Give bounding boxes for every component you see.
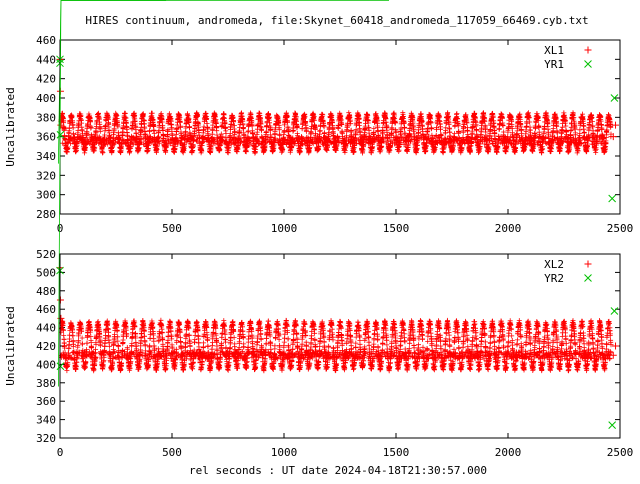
y-tick-label: 340 [36,414,56,427]
series-XL1-outlier [612,121,620,129]
y-tick-label: 520 [36,248,56,261]
x-tick-label: 0 [57,222,64,235]
series-XL1-points [58,110,614,156]
x-tick-label: 1500 [383,446,410,459]
series-XL1 [56,55,620,156]
legend-marker-XL1 [584,46,592,54]
x-tick-label: 500 [162,446,182,459]
plot-frame [59,39,621,215]
y-tick-label: 420 [36,340,56,353]
legend-marker-XL2 [584,260,592,268]
legend-label-YR1: YR1 [544,58,564,71]
y-tick-label: 480 [36,285,56,298]
x-tick-label: 1000 [271,446,298,459]
y-axis-label: Uncalibrated [4,87,17,166]
x-tick-label: 500 [162,222,182,235]
series-XL2-outlier [609,351,617,359]
x-tick-label: 1500 [383,222,410,235]
x-tick-label: 1000 [271,222,298,235]
legend-label-XL2: XL2 [544,258,564,271]
y-tick-label: 320 [36,432,56,445]
y-tick-label: 380 [36,111,56,124]
panel-1: Uncalibrated 280 300 320 340 360 380 400 420 440 4… [4,1,634,235]
y-tick-label: 460 [36,34,56,47]
y-tick-label: 420 [36,73,56,86]
legend-label-XL1: XL1 [544,44,564,57]
series-XL1-outlier [57,121,65,129]
y-axis-label: Uncalibrated [4,306,17,385]
x-tick-label: 2000 [495,446,522,459]
series-XL2 [56,264,620,374]
y-tick-label: 320 [36,169,56,182]
x-tick-label: 2500 [607,222,634,235]
y-tick-label: 380 [36,377,56,390]
panel-2: Uncalibrated 320 340 360 380 400 420 440 460 480 5… [4,1,634,459]
series-YR2-outlier [610,307,619,315]
y-tick-label: 400 [36,358,56,371]
y-tick-label: 280 [36,208,56,221]
series-XL2-outlier [57,314,65,322]
y-tick-label: 440 [36,53,56,66]
series-YR1-outlier [608,194,617,203]
y-tick-label: 360 [36,131,56,144]
x-tick-label: 2000 [495,222,522,235]
series-YR2-outlier [608,421,617,429]
series-XL2-points [58,317,614,374]
y-tick-label: 360 [36,395,56,408]
x-axis-label: rel seconds : UT date 2024-04-18T21:30:5… [189,464,487,477]
series-YR1 [56,1,619,203]
y-tick-label: 500 [36,266,56,279]
chart-title: HIRES continuum, andromeda, file:Skynet_… [85,14,588,27]
series-XL1-outlier [609,133,617,141]
plot-frame [59,253,621,439]
y-tick-label: 340 [36,150,56,163]
x-tick-label: 0 [57,446,64,459]
x-tick-label: 2500 [607,446,634,459]
legend-marker-YR2 [584,274,592,282]
y-tick-label: 400 [36,92,56,105]
y-tick-label: 460 [36,303,56,316]
series-YR1-outlier [610,94,619,102]
legend-label-YR2: YR2 [544,272,564,285]
y-tick-label: 440 [36,322,56,335]
legend-marker-YR1 [584,60,592,68]
y-tick-label: 300 [36,189,56,202]
series-XL2-outlier [612,342,620,350]
